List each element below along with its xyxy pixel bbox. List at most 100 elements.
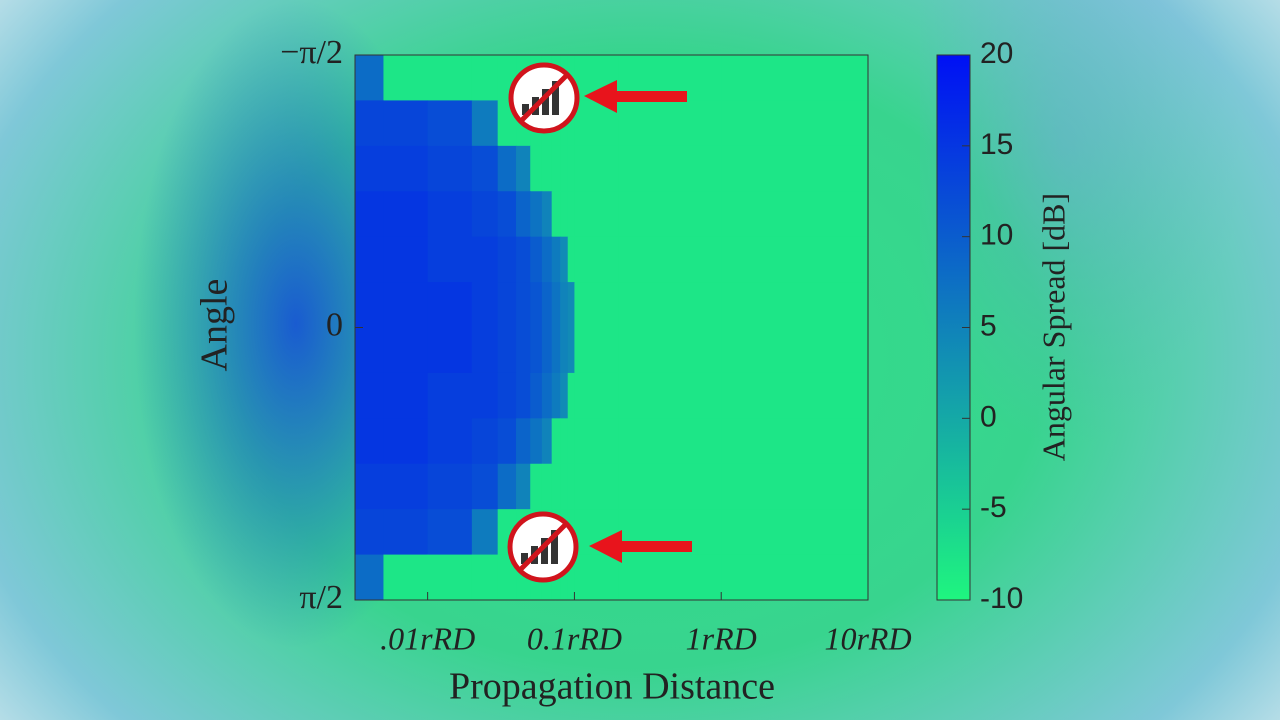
heatmap-cell <box>560 418 569 465</box>
heatmap-cell <box>530 191 543 238</box>
heatmap-cell <box>574 418 620 465</box>
heatmap-cell <box>721 509 869 556</box>
heatmap-cell <box>471 55 499 101</box>
heatmap-cell <box>383 191 429 238</box>
heatmap-cell <box>541 236 553 283</box>
heatmap-cell <box>574 372 620 419</box>
heatmap-cell <box>516 372 531 419</box>
heatmap-cell <box>721 372 869 419</box>
heatmap-cell <box>530 282 543 328</box>
heatmap-cell <box>497 191 517 238</box>
heatmap-cell <box>427 554 473 601</box>
colorbar-tick-label: 0 <box>980 400 997 433</box>
y-axis-label: Angle <box>194 279 236 372</box>
heatmap-cell <box>618 372 722 419</box>
heatmap-cell <box>721 418 869 465</box>
heatmap-cell <box>471 100 499 147</box>
heatmap-cell <box>721 100 869 147</box>
heatmap-cell <box>567 327 575 374</box>
heatmap-cell <box>574 236 620 283</box>
heatmap-cell <box>427 100 473 147</box>
heatmap-cell <box>355 509 384 556</box>
colorbar-tick-label: 15 <box>980 128 1013 161</box>
heatmap-cell <box>355 327 384 374</box>
heatmap-cell <box>471 554 499 601</box>
heatmap-cell <box>560 191 569 238</box>
colorbar-tick-label: 5 <box>980 309 997 342</box>
heatmap-cell <box>618 100 722 147</box>
heatmap-cell <box>541 463 553 510</box>
heatmap-cell <box>551 418 561 465</box>
heatmap-cell <box>721 554 869 601</box>
heatmap-cell <box>471 463 499 510</box>
heatmap-cell <box>471 191 499 238</box>
heatmap-cell <box>427 418 473 465</box>
heatmap-cell <box>516 282 531 328</box>
heatmap-cell <box>427 236 473 283</box>
heatmap-cell <box>355 554 384 601</box>
heatmap-cell <box>383 145 429 192</box>
heatmap-cell <box>721 327 869 374</box>
heatmap-cell <box>574 463 620 510</box>
heatmap-cell <box>567 418 575 465</box>
background-glow <box>920 0 1280 720</box>
heatmap-cell <box>574 327 620 374</box>
heatmap-cell <box>471 236 499 283</box>
heatmap-cell <box>551 282 561 328</box>
heatmap-cell <box>541 372 553 419</box>
heatmap-cell <box>427 55 473 101</box>
heatmap-cell <box>516 191 531 238</box>
heatmap-cell <box>471 327 499 374</box>
heatmap-cell <box>355 191 384 238</box>
colorbar-tick-label: 10 <box>980 219 1013 252</box>
heatmap-cell <box>721 463 869 510</box>
heatmap-cell <box>721 191 869 238</box>
heatmap-cell <box>618 282 722 328</box>
heatmap-cell <box>383 236 429 283</box>
heatmap-cell <box>551 463 561 510</box>
heatmap-cell <box>618 554 722 601</box>
x-tick-label: 10rRD <box>824 620 911 656</box>
x-tick-label: .01rRD <box>380 620 475 656</box>
heatmap-cell <box>618 418 722 465</box>
heatmap-cell <box>383 418 429 465</box>
heatmap-cell <box>497 418 517 465</box>
heatmap-cell <box>383 55 429 101</box>
heatmap <box>355 55 869 601</box>
heatmap-cell <box>497 554 517 601</box>
heatmap-cell <box>427 191 473 238</box>
x-tick-label: 0.1rRD <box>527 620 622 656</box>
heatmap-cell <box>355 55 384 101</box>
no-signal-icon <box>508 62 580 134</box>
heatmap-cell <box>567 191 575 238</box>
heatmap-cell <box>383 554 429 601</box>
heatmap-cell <box>618 191 722 238</box>
heatmap-cell <box>383 372 429 419</box>
heatmap-cell <box>383 100 429 147</box>
heatmap-cell <box>383 463 429 510</box>
heatmap-cell <box>541 282 553 328</box>
heatmap-cell <box>497 145 517 192</box>
heatmap-cell <box>551 372 561 419</box>
heatmap-cell <box>721 145 869 192</box>
colorbar-tick-label: -5 <box>980 491 1007 524</box>
heatmap-cell <box>497 236 517 283</box>
heatmap-cell <box>567 145 575 192</box>
heatmap-cell <box>516 327 531 374</box>
heatmap-cell <box>541 327 553 374</box>
colorbar-tick-label: -10 <box>980 582 1023 615</box>
heatmap-cell <box>497 327 517 374</box>
y-tick-label: π/2 <box>299 579 343 616</box>
heatmap-cell <box>427 145 473 192</box>
heatmap-cell <box>567 554 575 601</box>
heatmap-cell <box>427 463 473 510</box>
heatmap-cell <box>560 282 569 328</box>
colorbar-tick-label: 20 <box>980 37 1013 70</box>
heatmap-cell <box>560 145 569 192</box>
heatmap-cell <box>471 282 499 328</box>
heatmap-cell <box>427 282 473 328</box>
heatmap-cell <box>618 236 722 283</box>
x-axis-label: Propagation Distance <box>449 666 775 708</box>
